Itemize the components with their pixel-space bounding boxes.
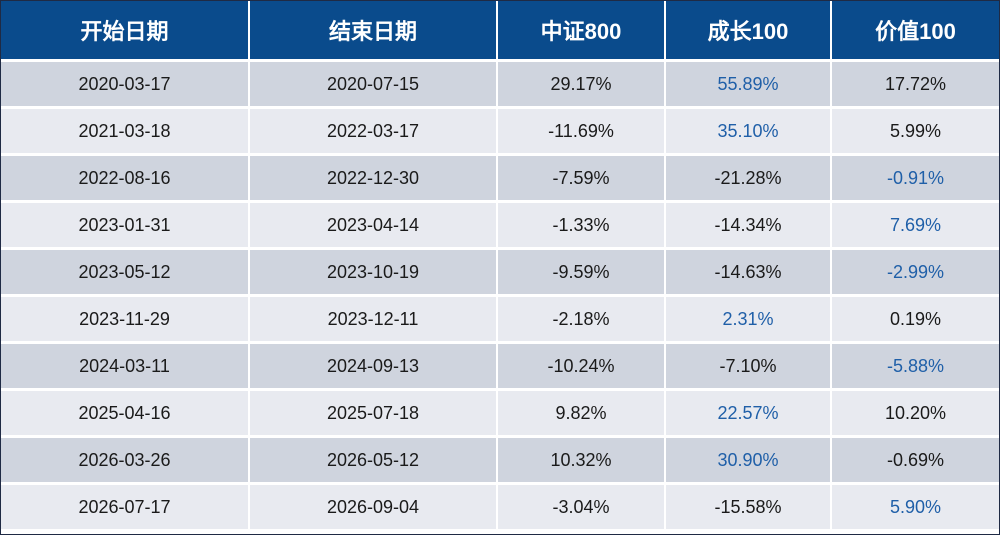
csi800-cell: -11.69% [497, 106, 666, 155]
table-row: 2023-05-12 2023-10-19 -9.59% -14.63% -2.99% [1, 247, 999, 296]
end-date-cell: 2023-12-11 [249, 294, 498, 343]
end-date-cell: 2022-12-30 [249, 153, 498, 202]
start-date-cell: 2022-08-16 [1, 153, 250, 202]
growth100-cell: -21.28% [665, 153, 832, 202]
end-date-cell: 2025-07-18 [249, 388, 498, 437]
table-row: 2025-04-16 2025-07-18 9.82% 22.57% 10.20% [1, 388, 999, 437]
header-row: 开始日期 结束日期 中证800 成长100 价值100 [1, 1, 999, 62]
csi800-cell: -1.33% [497, 200, 666, 249]
growth100-cell: -14.63% [665, 247, 832, 296]
header-start-date: 开始日期 [1, 1, 250, 62]
csi800-cell: -3.04% [497, 482, 666, 529]
value100-cell: 10.20% [831, 388, 999, 437]
start-date-cell: 2023-01-31 [1, 200, 250, 249]
csi800-cell: -10.24% [497, 341, 666, 390]
table-row: 2022-08-16 2022-12-30 -7.59% -21.28% -0.91% [1, 153, 999, 202]
header-value100: 价值100 [831, 1, 999, 62]
start-date-cell: 2026-07-17 [1, 482, 250, 529]
value100-cell: -5.88% [831, 341, 999, 390]
growth100-cell: -7.10% [665, 341, 832, 390]
end-date-cell: 2026-09-04 [249, 482, 498, 529]
table-row: 2023-01-31 2023-04-14 -1.33% -14.34% 7.69% [1, 200, 999, 249]
start-date-cell: 2026-03-26 [1, 435, 250, 484]
csi800-cell: -2.18% [497, 294, 666, 343]
growth100-cell: -15.58% [665, 482, 832, 529]
value100-cell: 0.19% [831, 294, 999, 343]
value100-cell: 5.99% [831, 106, 999, 155]
end-date-cell: 2023-10-19 [249, 247, 498, 296]
end-date-cell: 2023-04-14 [249, 200, 498, 249]
table-row: 2026-07-17 2026-09-04 -3.04% -15.58% 5.90% [1, 482, 999, 529]
header-end-date: 结束日期 [249, 1, 498, 62]
start-date-cell: 2024-03-11 [1, 341, 250, 390]
start-date-cell: 2023-05-12 [1, 247, 250, 296]
end-date-cell: 2022-03-17 [249, 106, 498, 155]
growth100-cell: 22.57% [665, 388, 832, 437]
start-date-cell: 2023-11-29 [1, 294, 250, 343]
header-csi800: 中证800 [497, 1, 666, 62]
growth100-cell: 30.90% [665, 435, 832, 484]
table-row: 2023-11-29 2023-12-11 -2.18% 2.31% 0.19% [1, 294, 999, 343]
start-date-cell: 2025-04-16 [1, 388, 250, 437]
value100-cell: -2.99% [831, 247, 999, 296]
end-date-cell: 2026-05-12 [249, 435, 498, 484]
value100-cell: 17.72% [831, 59, 999, 108]
table-row: 2020-03-17 2020-07-15 29.17% 55.89% 17.72% [1, 59, 999, 108]
value100-cell: 5.90% [831, 482, 999, 529]
value100-cell: -0.91% [831, 153, 999, 202]
value100-cell: 7.69% [831, 200, 999, 249]
start-date-cell: 2020-03-17 [1, 59, 250, 108]
table-row: 2026-03-26 2026-05-12 10.32% 30.90% -0.69% [1, 435, 999, 484]
csi800-cell: -7.59% [497, 153, 666, 202]
end-date-cell: 2024-09-13 [249, 341, 498, 390]
table-row: 2024-03-11 2024-09-13 -10.24% -7.10% -5.88% [1, 341, 999, 390]
csi800-cell: 9.82% [497, 388, 666, 437]
table-body: 2020-03-17 2020-07-15 29.17% 55.89% 17.72% 20… [1, 59, 999, 529]
csi800-cell: 29.17% [497, 59, 666, 108]
growth100-cell: -14.34% [665, 200, 832, 249]
growth100-cell: 35.10% [665, 106, 832, 155]
start-date-cell: 2021-03-18 [1, 106, 250, 155]
growth100-cell: 55.89% [665, 59, 832, 108]
csi800-cell: 10.32% [497, 435, 666, 484]
end-date-cell: 2020-07-15 [249, 59, 498, 108]
header-growth100: 成长100 [665, 1, 832, 62]
value100-cell: -0.69% [831, 435, 999, 484]
table-row: 2021-03-18 2022-03-17 -11.69% 35.10% 5.99% [1, 106, 999, 155]
growth100-cell: 2.31% [665, 294, 832, 343]
csi800-cell: -9.59% [497, 247, 666, 296]
